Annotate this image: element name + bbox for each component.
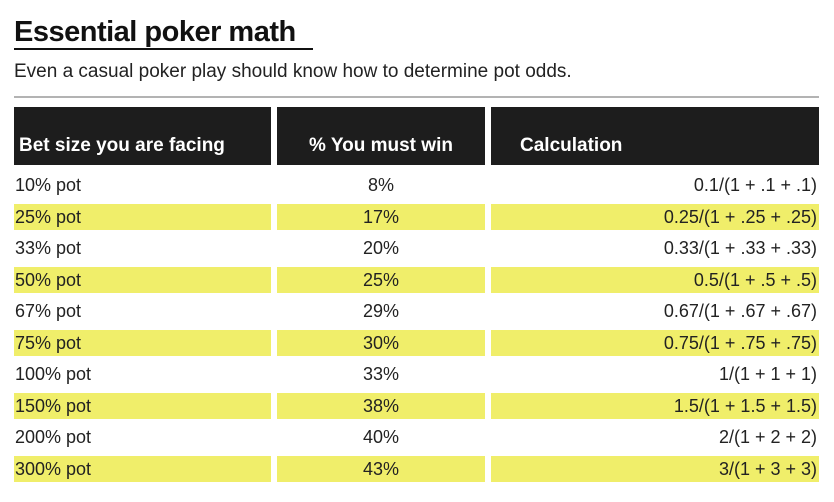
table-row: 200% pot 40% 2/(1 + 2 + 2) (14, 424, 819, 450)
calculation-cell: 1.5/(1 + 1.5 + 1.5) (491, 393, 819, 419)
calculation-cell: 0.75/(1 + .75 + .75) (491, 330, 819, 356)
win-percent-cell: 43% (277, 456, 485, 482)
table-row: 300% pot 43% 3/(1 + 3 + 3) (14, 456, 819, 482)
bet-size-cell: 75% pot (14, 330, 271, 356)
calculation-cell: 0.67/(1 + .67 + .67) (663, 301, 817, 321)
bet-size-cell: 25% pot (14, 204, 271, 230)
table-row: 150% pot 38% 1.5/(1 + 1.5 + 1.5) (14, 393, 819, 419)
column-header-calculation: Calculation (491, 107, 819, 165)
calculation-cell: 0.33/(1 + .33 + .33) (663, 238, 817, 258)
table-row: 75% pot 30% 0.75/(1 + .75 + .75) (14, 330, 819, 356)
calculation-cell: 0.5/(1 + .5 + .5) (491, 267, 819, 293)
bet-size-cell: 50% pot (14, 267, 271, 293)
win-percent-cell: 40% (362, 427, 400, 447)
win-percent-cell: 38% (277, 393, 485, 419)
calculation-cell: 2/(1 + 2 + 2) (718, 427, 817, 447)
bet-size-cell: 33% pot (15, 238, 82, 258)
column-header-bet-size: Bet size you are facing (14, 107, 271, 165)
win-percent-cell: 30% (277, 330, 485, 356)
calculation-cell: 3/(1 + 3 + 3) (491, 456, 819, 482)
bet-size-cell: 100% pot (15, 364, 92, 384)
calculation-cell: 0.25/(1 + .25 + .25) (491, 204, 819, 230)
win-percent-cell: 33% (362, 364, 400, 384)
bet-size-cell: 200% pot (15, 427, 92, 447)
bet-size-cell: 67% pot (15, 301, 82, 321)
table-row: 50% pot 25% 0.5/(1 + .5 + .5) (14, 267, 819, 293)
bet-size-cell: 10% pot (15, 175, 82, 195)
calculation-cell: 1/(1 + 1 + 1) (718, 364, 817, 384)
page-title: Essential poker math (14, 16, 296, 48)
page-subtitle: Even a casual poker play should know how… (14, 61, 572, 82)
table-row: 100% pot 33% 1/(1 + 1 + 1) (14, 361, 819, 387)
title-underline (14, 48, 313, 50)
table-row: 10% pot 8% 0.1/(1 + .1 + .1) (14, 172, 819, 198)
table-row: 25% pot 17% 0.25/(1 + .25 + .25) (14, 204, 819, 230)
win-percent-cell: 8% (367, 175, 394, 195)
win-percent-cell: 17% (277, 204, 485, 230)
bet-size-cell: 300% pot (14, 456, 271, 482)
bet-size-cell: 150% pot (14, 393, 271, 419)
calculation-cell: 0.1/(1 + .1 + .1) (693, 175, 817, 195)
divider (14, 96, 819, 98)
table-row: 33% pot 20% 0.33/(1 + .33 + .33) (14, 235, 819, 261)
column-header-win-percent: % You must win (277, 107, 485, 165)
win-percent-cell: 29% (362, 301, 400, 321)
win-percent-cell: 25% (277, 267, 485, 293)
win-percent-cell: 20% (362, 238, 400, 258)
table-row: 67% pot 29% 0.67/(1 + .67 + .67) (14, 298, 819, 324)
